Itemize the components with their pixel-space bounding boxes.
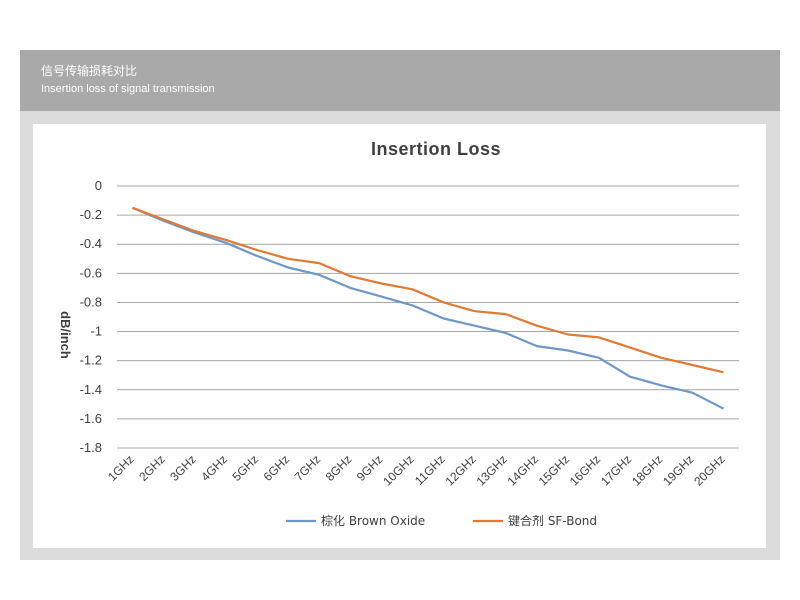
x-tick-label: 17GHz	[598, 452, 634, 488]
x-tick-label: 11GHz	[412, 452, 448, 488]
y-tick-label: -0.6	[80, 265, 102, 280]
x-tick-label: 18GHz	[629, 452, 665, 488]
insertion-loss-chart: Insertion Loss dB/inch 0 -0.2 -0.4 -0.6 -0.8…	[58, 139, 739, 528]
x-tick-label: 19GHz	[660, 452, 696, 488]
x-tick-label: 6GHz	[261, 452, 293, 484]
x-tick-label: 4GHz	[198, 452, 230, 484]
x-tick-label: 10GHz	[380, 452, 416, 488]
y-tick-label: -1.2	[80, 353, 102, 368]
y-axis-ticks: 0 -0.2 -0.4 -0.6 -0.8 -1 -1.2 -1.4 -1.6 -1.8	[80, 178, 102, 455]
chart-frame: 信号传输损耗对比 Insertion loss of signal transm…	[20, 50, 780, 560]
y-axis-label: dB/inch	[58, 311, 73, 359]
x-tick-label: 20GHz	[691, 452, 727, 488]
header-banner: 信号传输损耗对比 Insertion loss of signal transm…	[20, 50, 780, 111]
y-tick-label: 0	[95, 178, 102, 193]
chart-title: Insertion Loss	[371, 139, 501, 159]
x-tick-label: 12GHz	[442, 452, 478, 488]
header-title-cn: 信号传输损耗对比	[41, 64, 138, 78]
legend: 棕化 Brown Oxide 键合剂 SF-Bond	[286, 513, 597, 528]
series-line-1	[132, 206, 725, 410]
series-lines	[132, 206, 725, 410]
series-line-2	[132, 206, 724, 374]
x-tick-label: 8GHz	[323, 452, 355, 484]
x-tick-label: 14GHz	[505, 452, 541, 488]
chart-card: Insertion Loss dB/inch 0 -0.2 -0.4 -0.6 -0.8…	[33, 124, 766, 548]
x-axis-ticks: 1GHz 2GHz 3GHz 4GHz 5GHz 6GHz 7GHz 8GHz 9GHz10GH…	[105, 452, 727, 488]
y-tick-label: -1.4	[80, 382, 102, 397]
x-tick-label: 7GHz	[292, 452, 324, 484]
y-tick-label: -0.8	[80, 294, 102, 309]
x-tick-label: 5GHz	[229, 452, 261, 484]
y-tick-label: -0.4	[80, 236, 102, 251]
x-tick-label: 3GHz	[167, 452, 199, 484]
x-tick-label: 1GHz	[105, 452, 137, 484]
x-tick-label: 13GHz	[474, 452, 510, 488]
x-tick-label: 16GHz	[567, 452, 603, 488]
x-tick-label: 15GHz	[536, 452, 572, 488]
y-tick-label: -0.2	[80, 207, 102, 222]
y-tick-label: -1.6	[80, 411, 102, 426]
header-title-en: Insertion loss of signal transmission	[41, 83, 215, 95]
y-tick-label: -1.8	[80, 440, 102, 455]
legend-label: 键合剂 SF-Bond	[508, 513, 597, 528]
gridlines	[117, 185, 739, 449]
x-tick-label: 2GHz	[136, 452, 168, 484]
legend-label: 棕化 Brown Oxide	[321, 513, 425, 528]
y-tick-label: -1	[90, 324, 102, 339]
